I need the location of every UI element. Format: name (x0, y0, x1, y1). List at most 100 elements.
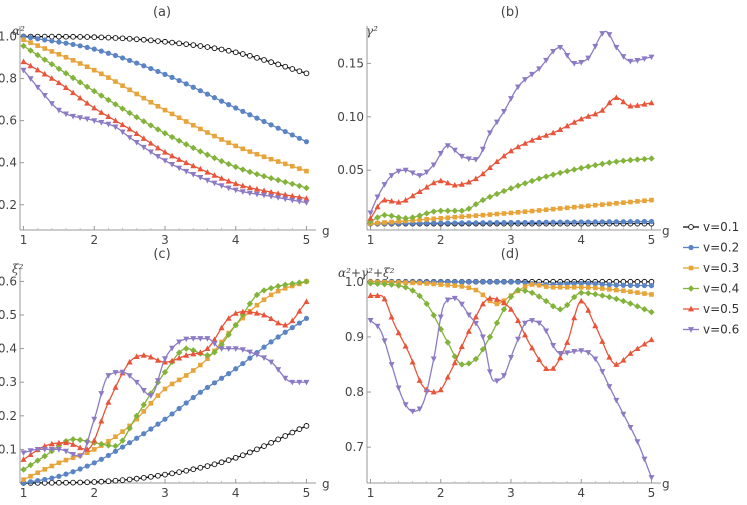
data-point (444, 143, 451, 149)
series-line (369, 96, 652, 219)
data-point (585, 113, 592, 119)
data-point (84, 44, 90, 50)
data-point (190, 347, 197, 354)
data-point (91, 447, 97, 452)
data-point (91, 46, 97, 52)
data-point (268, 188, 275, 195)
data-point (119, 129, 126, 136)
data-point (268, 122, 274, 128)
legend-marker (688, 265, 694, 271)
data-point (487, 212, 493, 217)
data-point (556, 306, 564, 313)
data-point (176, 156, 183, 162)
data-point (76, 79, 84, 86)
data-point (466, 213, 472, 219)
data-point (649, 197, 654, 203)
data-point (232, 321, 239, 329)
data-point (274, 176, 282, 184)
data-point (423, 169, 430, 176)
data-point (606, 354, 613, 360)
data-point (607, 201, 612, 207)
data-point (112, 117, 119, 124)
data-point (105, 113, 112, 120)
series-v=0.5 (367, 94, 655, 221)
data-point (634, 345, 641, 352)
y-tick-label: 0.4 (0, 342, 17, 356)
data-point (84, 34, 91, 40)
y-tick-label: 0.2 (0, 198, 17, 212)
x-tick-label: 1 (367, 486, 375, 500)
data-point (648, 54, 655, 61)
data-point (254, 54, 260, 61)
data-point (563, 301, 571, 309)
data-point (641, 155, 648, 163)
data-point (430, 388, 437, 395)
data-point (148, 401, 154, 406)
data-point (585, 163, 592, 170)
data-point (445, 220, 451, 226)
data-point (48, 479, 55, 486)
data-point (409, 408, 416, 415)
data-point (621, 200, 626, 205)
data-point (536, 282, 542, 288)
data-point (585, 203, 591, 209)
data-point (56, 479, 62, 486)
data-point (183, 41, 190, 48)
data-point (246, 308, 253, 315)
data-point (451, 359, 458, 366)
data-point (133, 353, 140, 360)
data-point (127, 440, 133, 446)
data-point (190, 172, 197, 178)
data-point (27, 47, 34, 54)
data-point (480, 212, 486, 218)
data-point (571, 119, 578, 125)
data-point (274, 282, 282, 290)
data-point (205, 130, 210, 135)
data-point (529, 282, 535, 287)
data-point (56, 39, 62, 45)
data-point (233, 143, 239, 149)
data-point (627, 350, 634, 356)
data-point (197, 165, 204, 172)
data-point (246, 168, 254, 176)
data-point (296, 320, 302, 326)
x-tick-label: 2 (437, 486, 445, 500)
data-point (62, 448, 69, 455)
data-point (613, 282, 619, 288)
data-point (549, 303, 557, 310)
data-point (27, 448, 34, 454)
data-point (465, 360, 473, 367)
data-point (465, 328, 472, 334)
panel-title: (c) (153, 247, 170, 262)
data-point (557, 219, 563, 225)
data-point (211, 154, 218, 162)
data-point (304, 168, 309, 174)
data-point (472, 320, 479, 327)
data-point (599, 281, 605, 287)
data-point (289, 317, 296, 324)
data-point (402, 215, 409, 222)
data-point (20, 466, 27, 473)
data-point (437, 177, 444, 184)
data-point (634, 303, 641, 310)
data-point (247, 355, 253, 361)
data-point (105, 452, 112, 459)
data-point (254, 302, 260, 308)
data-point (634, 439, 641, 445)
data-point (48, 61, 56, 68)
data-point (204, 91, 211, 97)
data-point (112, 448, 119, 454)
x-tick-label: 2 (90, 486, 98, 500)
legend: v=0.1 v=0.2 v=0.3 v=0.4 v=0.5 v=0.6 (683, 220, 739, 337)
data-point (275, 319, 282, 326)
data-point (500, 373, 507, 379)
data-point (543, 207, 549, 213)
data-point (246, 349, 253, 356)
data-point (147, 140, 154, 146)
data-point (289, 132, 295, 138)
data-point (550, 129, 557, 136)
data-point (416, 212, 423, 219)
data-point (571, 219, 577, 225)
data-point (169, 111, 175, 117)
data-point (564, 205, 570, 211)
